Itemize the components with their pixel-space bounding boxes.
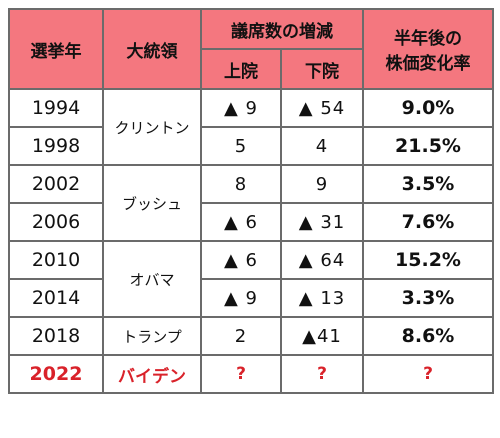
lower-cell: ▲ 64 xyxy=(280,240,364,280)
year-cell: 2002 xyxy=(8,164,104,204)
table-row: 2002 ブッシュ 8 9 3.5% xyxy=(8,164,494,242)
change-cell: 8.6% xyxy=(362,316,494,356)
lower-cell: 4 xyxy=(280,126,364,166)
year-cell: 1998 xyxy=(8,126,104,166)
year-cell: 2014 xyxy=(8,278,104,318)
table-row: 2010 オバマ ▲ 6 ▲ 64 15.2% xyxy=(8,240,494,318)
header-row-2: 上院 下院 xyxy=(9,48,493,90)
lower-cell: ▲ 54 xyxy=(280,88,364,128)
change-cell: 3.3% xyxy=(362,278,494,318)
year-cell: 2018 xyxy=(8,316,104,356)
upper-cell: ▲ 9 xyxy=(200,278,282,318)
change-cell: 15.2% xyxy=(362,240,494,280)
header-president: 大統領 xyxy=(102,8,202,90)
table-row: 2018 トランプ 2 ▲41 8.6% xyxy=(8,316,494,356)
header-lower: 下院 xyxy=(280,48,364,90)
header-upper: 上院 xyxy=(200,48,282,90)
upper-cell: 5 xyxy=(200,126,282,166)
lower-cell: 9 xyxy=(280,164,364,204)
table-row: 1998 5 4 21.5% xyxy=(8,126,494,166)
change-cell: 7.6% xyxy=(362,202,494,242)
header-row-1: 選挙年 大統領 議席数の増減 半年後の 株価変化率 xyxy=(8,8,494,90)
lower-cell: ▲ 31 xyxy=(280,202,364,242)
lower-cell: ? xyxy=(280,354,364,394)
upper-cell: ▲ 6 xyxy=(200,202,282,242)
change-cell: 21.5% xyxy=(362,126,494,166)
table-row: 1994 クリントン ▲ 9 ▲ 54 9.0% xyxy=(8,88,494,166)
year-cell: 2006 xyxy=(8,202,104,242)
year-cell: 2022 xyxy=(8,354,104,394)
president-cell: クリントン xyxy=(102,88,202,166)
year-cell: 1994 xyxy=(8,88,104,128)
upper-cell: 8 xyxy=(200,164,282,204)
header-stock-change: 半年後の 株価変化率 xyxy=(362,8,494,90)
change-cell: 9.0% xyxy=(362,88,494,128)
upper-cell: ▲ 9 xyxy=(200,88,282,128)
change-cell: 3.5% xyxy=(362,164,494,204)
upper-cell: 2 xyxy=(200,316,282,356)
header-seats: 議席数の増減 xyxy=(200,8,364,50)
midterm-election-table: 選挙年 大統領 議席数の増減 半年後の 株価変化率 上院 下院 1994 クリン… xyxy=(8,8,494,394)
president-cell: トランプ xyxy=(102,316,202,356)
header-stock-change-line1: 半年後の xyxy=(394,29,462,49)
table-row: 2006 ▲ 6 ▲ 31 7.6% xyxy=(8,202,494,242)
president-cell: バイデン xyxy=(102,354,202,394)
upper-cell: ? xyxy=(200,354,282,394)
lower-cell: ▲41 xyxy=(280,316,364,356)
president-cell: ブッシュ xyxy=(102,164,202,242)
lower-cell: ▲ 13 xyxy=(280,278,364,318)
table-row: 2014 ▲ 9 ▲ 13 3.3% xyxy=(8,278,494,318)
table-row-highlight: 2022 バイデン ? ? ? xyxy=(8,354,494,394)
header-year: 選挙年 xyxy=(8,8,104,90)
header-stock-change-line2: 株価変化率 xyxy=(385,54,471,74)
change-cell: ? xyxy=(362,354,494,394)
upper-cell: ▲ 6 xyxy=(200,240,282,280)
year-cell: 2010 xyxy=(8,240,104,280)
president-cell: オバマ xyxy=(102,240,202,318)
